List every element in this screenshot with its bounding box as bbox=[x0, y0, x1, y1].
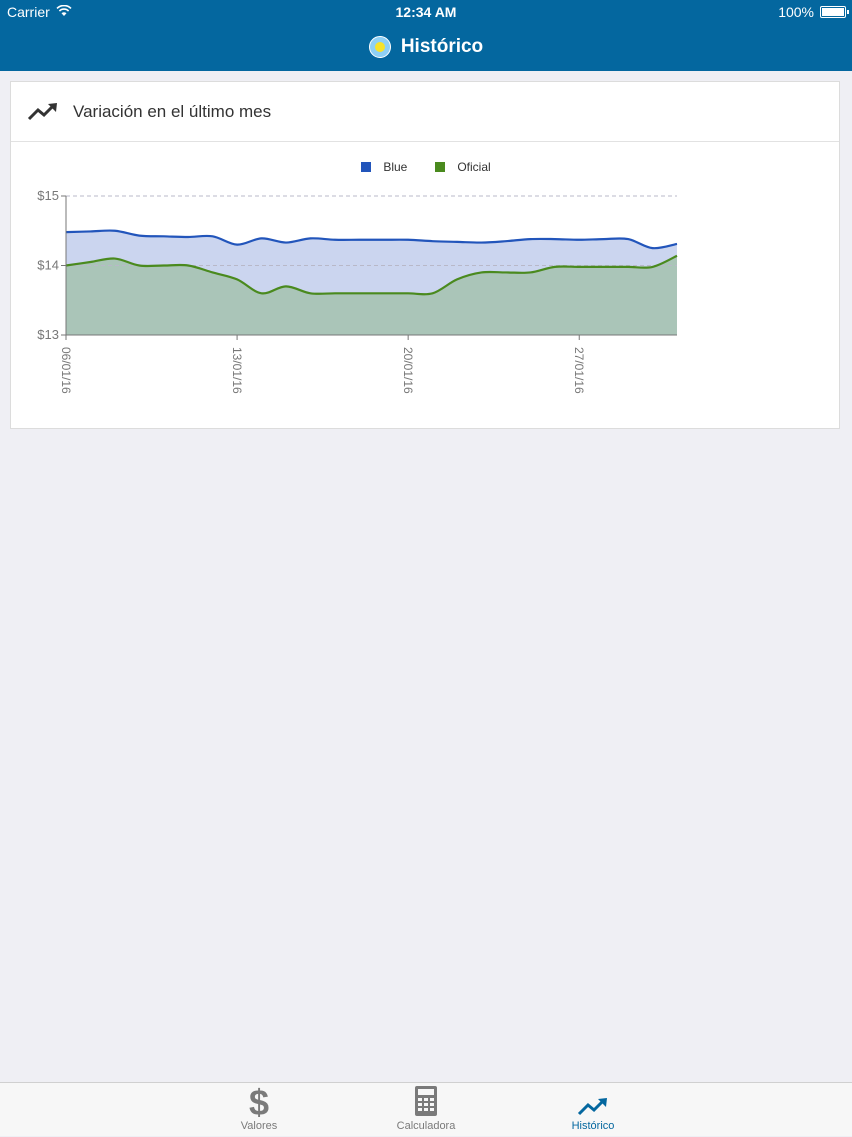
tab-label-historico: Histórico bbox=[571, 1120, 615, 1132]
carrier-label: Carrier bbox=[7, 4, 50, 20]
y-tick-label: $15 bbox=[37, 188, 59, 203]
series-line-blue bbox=[65, 229, 678, 250]
trending-up-icon bbox=[27, 102, 59, 122]
battery-percent: 100% bbox=[778, 4, 814, 20]
series-line-oficial bbox=[65, 254, 678, 296]
card-header: Variación en el último mes bbox=[11, 82, 839, 142]
card-title: Variación en el último mes bbox=[73, 101, 272, 121]
x-tick-label: 06/01/16 bbox=[59, 347, 73, 394]
x-tick-label: 27/01/16 bbox=[572, 347, 586, 394]
legend-swatch-blue bbox=[361, 162, 372, 172]
dollar-icon: $ bbox=[199, 1083, 319, 1117]
history-card: Variación en el último mes Blue Oficial … bbox=[10, 81, 840, 429]
legend-item-blue[interactable]: Blue bbox=[361, 160, 407, 174]
tab-label-valores: Valores bbox=[240, 1120, 278, 1132]
legend-item-oficial[interactable]: Oficial bbox=[435, 160, 491, 174]
status-time: 12:34 AM bbox=[395, 4, 457, 20]
trend-icon bbox=[533, 1083, 653, 1117]
chart-legend: Blue Oficial bbox=[11, 160, 841, 174]
tab-historico[interactable]: Histórico bbox=[533, 1083, 653, 1137]
legend-swatch-oficial bbox=[435, 162, 446, 172]
tab-valores[interactable]: $ Valores bbox=[199, 1083, 319, 1137]
legend-label-blue: Blue bbox=[383, 160, 408, 174]
tab-label-calculadora: Calculadora bbox=[396, 1120, 456, 1132]
calculator-icon bbox=[366, 1083, 486, 1117]
svg-text:$: $ bbox=[249, 1085, 269, 1117]
y-tick-label: $14 bbox=[37, 258, 59, 273]
battery-icon bbox=[820, 6, 849, 18]
series-area-oficial bbox=[66, 255, 677, 335]
page-title-row: Histórico bbox=[0, 33, 852, 61]
x-tick-label: 13/01/16 bbox=[230, 347, 244, 394]
argentina-flag-icon bbox=[368, 36, 391, 58]
legend-label-oficial: Oficial bbox=[457, 160, 491, 174]
x-tick-label: 20/01/16 bbox=[401, 347, 415, 394]
status-bar: Carrier 12:34 AM 100% bbox=[0, 0, 852, 24]
y-tick-label: $13 bbox=[37, 327, 59, 342]
page-title: Histórico bbox=[400, 36, 484, 57]
tab-calculadora[interactable]: Calculadora bbox=[366, 1083, 486, 1137]
wifi-icon bbox=[56, 4, 72, 20]
tab-bar: $ Valores Calculadora Históri bbox=[0, 1082, 852, 1136]
navigation-bar: Carrier 12:34 AM 100% Histórico bbox=[0, 0, 852, 71]
